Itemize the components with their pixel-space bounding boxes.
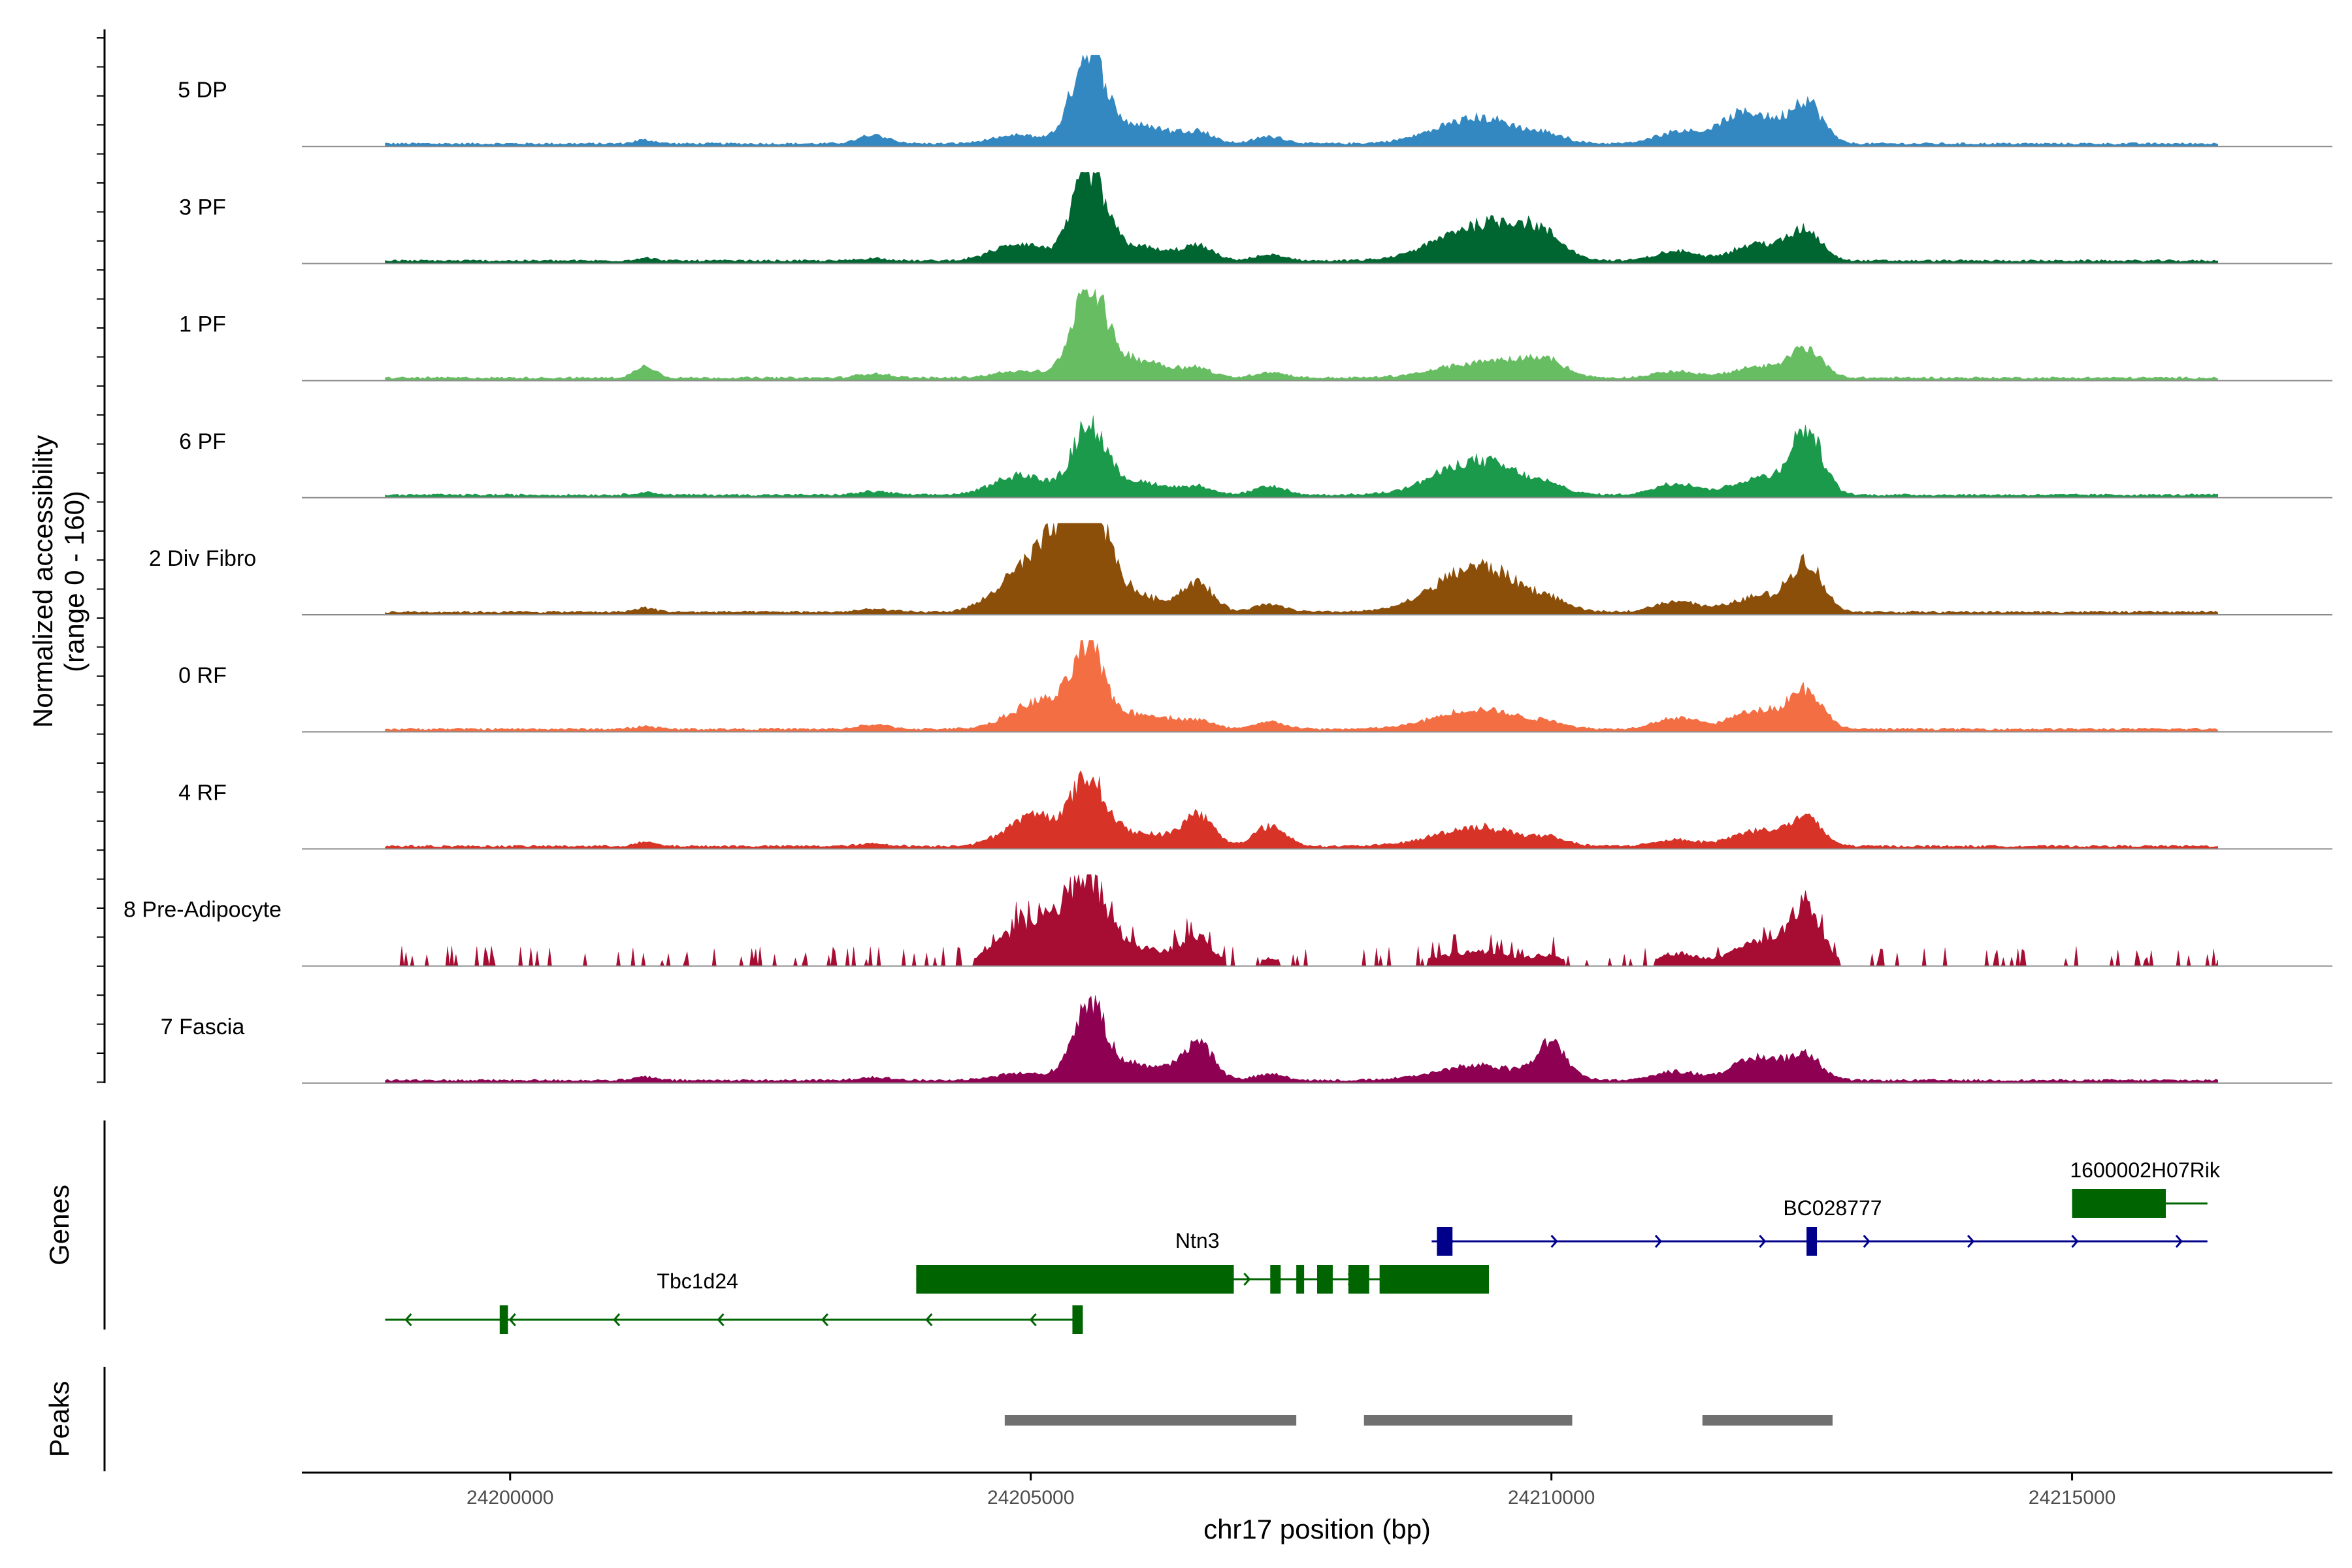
strand-chevron-icon: [1550, 1235, 1558, 1248]
strand-chevron-icon: [1967, 1235, 1975, 1248]
strand-chevron-icon: [1029, 1313, 1037, 1326]
track-label-8: 7 Fascia: [161, 1015, 245, 1039]
x-tick-label-0: 24200000: [466, 1487, 553, 1509]
exon-0: [499, 1305, 508, 1334]
coverage-area-2: [385, 289, 2218, 381]
coverage-area-6: [385, 770, 2218, 849]
gene-label: 1600002H07Rik: [2070, 1158, 2221, 1182]
track-label-2: 1 PF: [179, 312, 226, 337]
track-label-0: 5 DP: [178, 78, 227, 103]
genes-track-label: Genes: [44, 1184, 74, 1266]
strand-chevron-icon: [717, 1313, 725, 1326]
strand-chevron-icon: [404, 1313, 412, 1326]
x-axis-title: chr17 position (bp): [1203, 1514, 1431, 1544]
coverage-area-3: [385, 415, 2218, 498]
gene-label: Ntn3: [1175, 1229, 1220, 1252]
exon-1: [1270, 1265, 1281, 1294]
track-label-1: 3 PF: [179, 195, 226, 220]
y-axis-title: Normalized accessibility: [27, 435, 58, 728]
coverage-area-0: [385, 54, 2218, 147]
coverage-area-4: [385, 523, 2218, 615]
exon-0: [1437, 1227, 1453, 1256]
gene-label: Tbc1d24: [657, 1269, 738, 1293]
exon-1: [1072, 1305, 1083, 1334]
coverage-area-8: [385, 995, 2218, 1084]
strand-chevron-icon: [1243, 1273, 1251, 1286]
y-axis-subtitle: (range 0 - 160): [59, 491, 90, 672]
track-label-3: 6 PF: [179, 429, 226, 454]
strand-chevron-icon: [1759, 1235, 1767, 1248]
exon-0: [2072, 1189, 2166, 1218]
strand-chevron-icon: [613, 1313, 621, 1326]
strand-chevron-icon: [1654, 1235, 1662, 1248]
coverage-tracks: [302, 54, 2332, 1084]
strand-chevron-icon: [2071, 1235, 2079, 1248]
gene-1600002h07rik: 1600002H07Rik: [2070, 1158, 2221, 1218]
x-tick-label-3: 24215000: [2029, 1487, 2115, 1509]
x-tick-label-2: 24210000: [1508, 1487, 1595, 1509]
exon-5: [1379, 1265, 1489, 1294]
exon-1: [1806, 1227, 1818, 1256]
peaks-track-label: Peaks: [44, 1381, 74, 1458]
exon-4: [1348, 1265, 1369, 1294]
peak-regions: [1004, 1415, 1833, 1426]
strand-chevron-icon: [821, 1313, 829, 1326]
peak-region-0: [1004, 1415, 1297, 1426]
track-label-4: 2 Div Fibro: [149, 546, 256, 571]
y-axis-ticks: [97, 37, 105, 1083]
track-label-5: 0 RF: [178, 663, 227, 688]
peak-region-2: [1702, 1415, 1833, 1426]
coverage-area-1: [385, 171, 2218, 264]
peak-region-1: [1364, 1415, 1573, 1426]
gene-ntn3: Ntn3: [916, 1229, 1489, 1294]
strand-chevron-icon: [2175, 1235, 2183, 1248]
track-label-6: 4 RF: [178, 780, 227, 805]
gene-models: Tbc1d24 Ntn3 BC028777 1600002H07Rik: [385, 1158, 2221, 1334]
x-axis-ticks: 24200000 24205000 24210000 24215000: [466, 1473, 2115, 1509]
x-tick-label-1: 24205000: [987, 1487, 1074, 1509]
coverage-area-5: [385, 640, 2218, 732]
exon-3: [1317, 1265, 1333, 1294]
strand-chevron-icon: [925, 1313, 933, 1326]
gene-bc028777: BC028777: [1431, 1196, 2208, 1256]
track-label-7: 8 Pre-Adipocyte: [123, 898, 282, 923]
strand-chevron-icon: [1863, 1235, 1870, 1248]
strand-chevron-icon: [508, 1313, 516, 1326]
gene-tbc1d24: Tbc1d24: [385, 1269, 1083, 1334]
exon-0: [916, 1265, 1234, 1294]
gene-label: BC028777: [1783, 1196, 1882, 1220]
track-labels: 5 DP 3 PF 1 PF 6 PF 2 Div Fibro 0 RF 4 RF 8 Pre…: [123, 78, 282, 1039]
exon-2: [1296, 1265, 1305, 1294]
